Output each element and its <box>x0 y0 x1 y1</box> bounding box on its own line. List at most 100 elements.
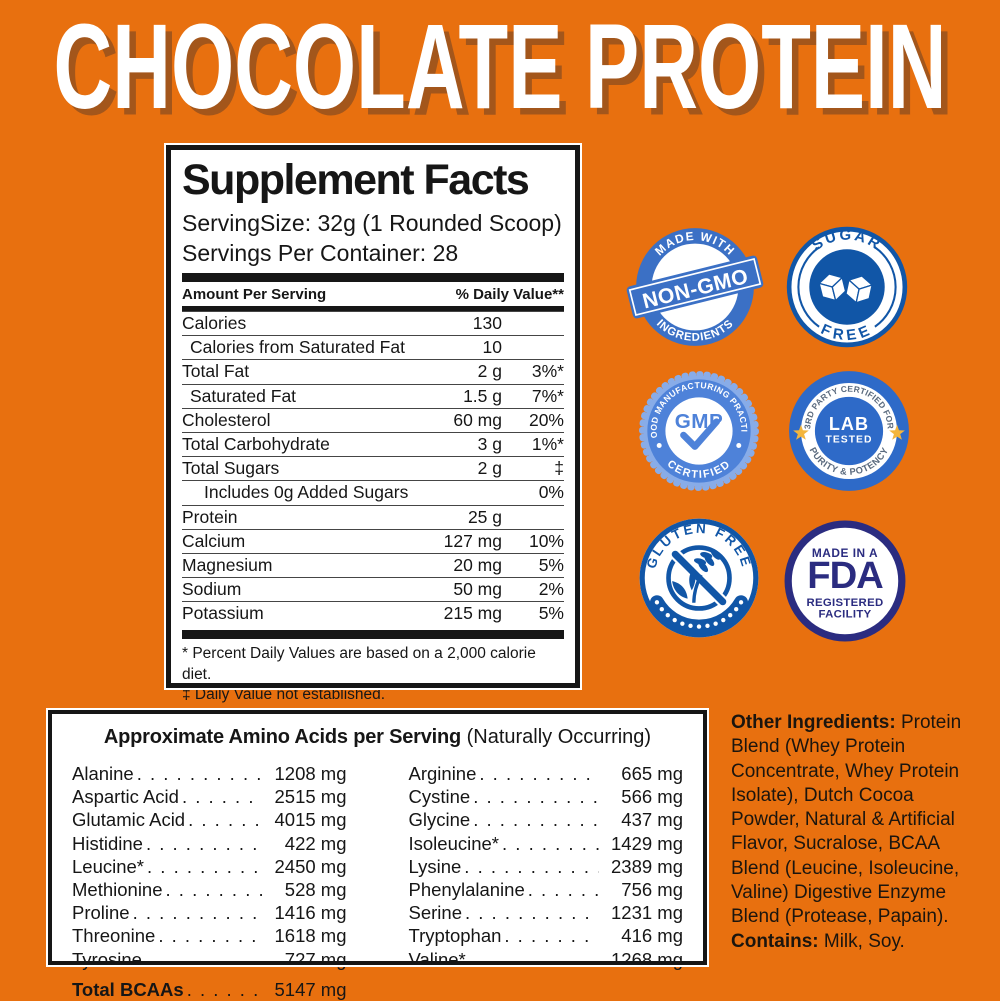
nutrient-daily-value: 7%* <box>531 385 564 406</box>
dot-leader <box>462 901 599 924</box>
page-title: CHOCOLATE PROTEIN CHOCOLATE PROTEIN <box>54 0 954 141</box>
nutrient-daily-value: 5% <box>538 554 564 575</box>
dot-leader <box>142 948 263 971</box>
dot-leader <box>476 762 599 785</box>
dot-leader <box>470 808 599 831</box>
nutrient-name: Cholesterol <box>182 409 271 430</box>
star-icon <box>793 424 809 440</box>
other-ingredients: Other Ingredients: Protein Blend (Whey P… <box>731 711 971 954</box>
dot-leader <box>184 978 263 1001</box>
daily-value-header: % Daily Value** <box>455 286 564 303</box>
nutrient-amount: 25 g <box>467 506 502 527</box>
amino-acid-name: Proline <box>72 902 130 924</box>
fda-logo: FDA <box>807 554 883 597</box>
nutrient-daily-value: 2% <box>538 579 564 600</box>
amino-acid-row: Leucine* 2450 mg <box>72 855 347 878</box>
nutrient-amount: 127 mg <box>443 530 502 551</box>
fda-facility-text: FACILITY <box>819 609 872 621</box>
amino-acid-row: Tyrosine 727 mg <box>72 948 347 971</box>
amino-acid-value: 1231 mg <box>611 902 683 924</box>
amino-acid-row: Glycine 437 mg <box>409 808 684 831</box>
amino-acid-value: 566 mg <box>621 786 683 808</box>
amino-acid-value: 4015 mg <box>274 809 347 831</box>
amino-acid-name: Serine <box>408 902 462 924</box>
amino-acids-title-bold: Approximate Amino Acids per Serving <box>103 726 462 748</box>
page-title-text: CHOCOLATE PROTEIN <box>54 0 947 134</box>
gmp-left-dot <box>656 442 662 448</box>
nutrient-name: Total Sugars <box>182 458 280 479</box>
fda-top-text: MADE IN A <box>812 546 878 560</box>
sugar-cubes-icon <box>818 273 873 304</box>
amino-acid-row: Tryptophan 416 mg <box>409 924 684 947</box>
divider-bar-thick <box>182 273 564 282</box>
amino-acid-name: Aspartic Acid <box>72 786 179 808</box>
dot-leader <box>501 924 599 947</box>
nutrient-amount: 3 g <box>477 434 502 455</box>
nutrient-name: Magnesium <box>182 554 273 575</box>
nutrient-amount: 215 mg <box>443 603 502 624</box>
sugar-free-right-arc <box>874 246 897 328</box>
nutrient-amount: 50 mg <box>453 579 502 600</box>
footnote-dagger: ‡ Daily Value not established. <box>182 686 386 704</box>
fda-outer-circle <box>784 520 906 642</box>
nutrient-row: Magnesium 20 mg 5% <box>182 552 564 577</box>
badge-non-gmo: MADE WITH INGREDIENTS NON-GMO <box>626 225 764 349</box>
amino-acid-value: 422 mg <box>284 832 347 854</box>
nutrient-row: Includes 0g Added Sugars 0% <box>182 480 564 504</box>
nutrient-name: Total Fat <box>182 361 250 382</box>
dot-leader <box>466 948 599 971</box>
amino-acid-name: Alanine <box>72 763 134 784</box>
gmp-scalloped-edge <box>639 371 759 491</box>
divider-bar-thin <box>182 306 564 311</box>
page-title-shadow-text: CHOCOLATE PROTEIN <box>60 5 953 141</box>
amino-acid-name: Tyrosine <box>72 948 142 970</box>
gmp-checkmark-icon <box>680 418 720 450</box>
nutrient-daily-value: ‡ <box>554 458 564 479</box>
amino-acid-value: 1268 mg <box>611 948 683 970</box>
nutrient-amount: 20 mg <box>453 554 502 575</box>
nutrient-daily-value: 5% <box>538 603 564 624</box>
dot-leader <box>461 855 599 878</box>
total-bcaas-value: 5147 mg <box>274 978 347 1000</box>
amino-acid-value: 756 mg <box>621 879 683 901</box>
amino-acid-value: 2515 mg <box>274 786 347 808</box>
dot-leader <box>185 808 262 831</box>
nutrient-name: Includes 0g Added Sugars <box>204 482 409 503</box>
dot-leader <box>155 924 262 947</box>
amino-acid-name: Methionine <box>72 879 163 901</box>
nutrient-amount: 2 g <box>477 458 502 479</box>
amino-acid-row: Arginine 665 mg <box>409 762 684 785</box>
amino-acid-name: Cystine <box>408 786 471 808</box>
amino-acid-value: 1429 mg <box>611 832 683 854</box>
wheat-icon <box>671 548 727 606</box>
nutrient-name: Calories from Saturated Fat <box>190 337 405 358</box>
nutrient-amount: 130 <box>472 313 502 334</box>
gluten-free-band-dots <box>654 600 744 629</box>
amino-acid-row: Isoleucine* 1429 mg <box>409 832 684 855</box>
amino-acid-name: Tryptophan <box>408 925 502 947</box>
nutrient-amount: 60 mg <box>453 409 502 430</box>
amino-acid-name: Glutamic Acid <box>72 809 186 831</box>
nutrient-row: Total Fat 2 g 3%* <box>182 359 564 383</box>
amino-acid-value: 2450 mg <box>274 855 347 877</box>
amino-acid-value: 437 mg <box>621 809 683 831</box>
amino-acid-name: Lysine <box>408 855 462 877</box>
nutrient-row: Sodium 50 mg 2% <box>182 577 564 601</box>
amino-acid-row: Cystine 566 mg <box>409 785 684 808</box>
amino-acid-row: Histidine 422 mg <box>72 832 347 855</box>
amino-acid-name: Valine* <box>408 948 466 970</box>
amino-acid-row: Methionine 528 mg <box>72 878 347 901</box>
nutrient-name: Total Carbohydrate <box>182 434 330 455</box>
lab-center-circle <box>814 396 884 466</box>
amino-acid-row: Glutamic Acid 4015 mg <box>72 808 347 831</box>
divider-bar-thick <box>182 630 564 640</box>
amino-acid-name: Arginine <box>408 763 477 784</box>
nutrient-name: Calcium <box>182 530 246 551</box>
amino-acid-row: Threonine 1618 mg <box>72 924 347 947</box>
serving-size: ServingSize: 32g (1 Rounded Scoop) <box>182 210 562 236</box>
amino-acid-row: Phenylalanine 756 mg <box>409 878 684 901</box>
dot-leader <box>130 901 263 924</box>
total-bcaas-row: Total BCAAs 5147 mg <box>72 978 347 1001</box>
nutrient-name: Sodium <box>182 579 242 600</box>
footnote-daily-values: * Percent Daily Values are based on a 2,… <box>182 645 536 683</box>
